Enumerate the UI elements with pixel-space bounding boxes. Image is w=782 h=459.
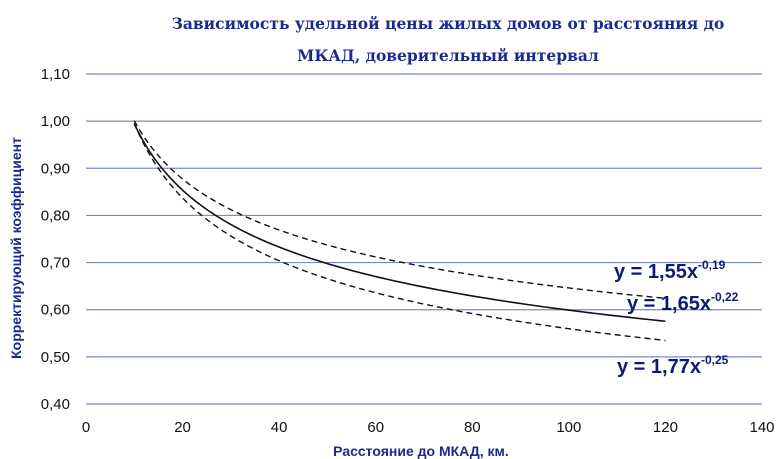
x-tick-labels: 0 20 40 60 80 100 120 140 <box>82 419 775 436</box>
chart-title-line-2: МКАД, доверительный интервал <box>297 46 599 65</box>
y-tick-label: 0,40 <box>41 396 70 413</box>
equation-upper-base: y = 1,55x <box>614 261 698 283</box>
equations: y = 1,55x-0,19y = 1,65x-0,22y = 1,77x-0,… <box>614 258 739 378</box>
x-tick-label: 0 <box>82 419 90 436</box>
x-tick-label: 20 <box>174 419 191 436</box>
equation-upper: y = 1,55x-0,19 <box>614 258 726 283</box>
y-tick-label: 0,50 <box>41 349 70 366</box>
equation-central: y = 1,65x-0,22 <box>627 290 739 315</box>
series-central-line <box>133 123 666 323</box>
equation-lower-exponent: -0,25 <box>701 353 729 367</box>
x-tick-label: 120 <box>653 419 678 436</box>
x-tick-label: 140 <box>749 419 774 436</box>
y-tick-label: 0,60 <box>41 302 70 319</box>
curves <box>133 120 666 342</box>
y-axis-label: Корректирующий коэффициент <box>8 137 24 359</box>
equation-lower: y = 1,77x-0,25 <box>617 353 729 378</box>
equation-lower-base: y = 1,77x <box>617 356 701 378</box>
y-tick-label: 0,80 <box>41 207 70 224</box>
x-axis-label: Расстояние до МКАД, км. <box>333 443 509 459</box>
y-tick-labels: 0,40 0,50 0,60 0,70 0,80 0,90 1,00 1,10 <box>41 66 70 413</box>
y-tick-label: 1,10 <box>41 66 70 83</box>
series-lower-line <box>133 123 666 342</box>
equation-central-exponent: -0,22 <box>711 290 739 304</box>
x-tick-label: 60 <box>367 419 384 436</box>
grid <box>86 73 762 405</box>
y-tick-label: 0,70 <box>41 255 70 272</box>
chart-title-line-1: Зависимость удельной цены жилых домов от… <box>172 14 725 33</box>
series-upper-line <box>133 120 666 300</box>
equation-central-base: y = 1,65x <box>627 293 711 315</box>
x-tick-label: 80 <box>464 419 481 436</box>
x-tick-label: 100 <box>556 419 581 436</box>
x-tick-label: 40 <box>271 419 288 436</box>
y-tick-label: 1,00 <box>41 113 70 130</box>
equation-upper-exponent: -0,19 <box>698 258 726 272</box>
y-tick-label: 0,90 <box>41 160 70 177</box>
